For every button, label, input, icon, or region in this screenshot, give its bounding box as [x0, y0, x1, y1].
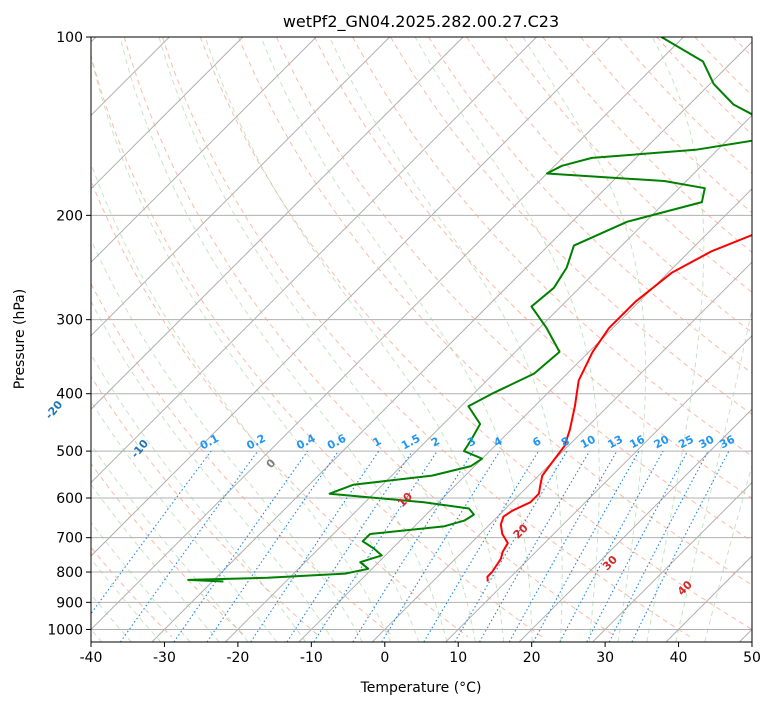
plot-frame: [90, 36, 753, 643]
dry-adiabat-line: [428, 37, 752, 374]
dry-adiabat-line: [199, 37, 752, 631]
isotherm-line: [91, 37, 317, 263]
dry-adiabat-line: [390, 37, 752, 415]
dry-adiabat-line: [314, 37, 752, 499]
moist-adiabats: [91, 37, 752, 642]
plot-background: [91, 37, 752, 642]
mixing-ratio-line: [559, 450, 664, 642]
dry-adiabat-line: [123, 37, 617, 638]
isotherm-line: [91, 37, 391, 337]
dry-adiabat-line: [91, 282, 395, 638]
y-tick-label: 200: [56, 208, 83, 224]
x-tick-label: 20: [523, 650, 541, 666]
y-axis: 100 200 300 400 500 600 700 800 900 1000: [47, 30, 91, 638]
y-tick-label: 900: [56, 595, 83, 611]
mixing-ratio-line: [508, 450, 618, 642]
mixing-ratio-line: [119, 450, 259, 642]
moist-adiabat-line: [91, 558, 162, 642]
y-tick-label: 400: [56, 387, 83, 403]
y-tick-label: 600: [56, 491, 83, 507]
mixing-ratio-label: 36: [717, 433, 737, 452]
x-tick-label: 10: [449, 650, 467, 666]
x-tick-label: -30: [153, 650, 176, 666]
isotherm-line: [91, 37, 684, 631]
moist-adiabat-line: [119, 37, 448, 642]
dry-adiabat-line: [352, 37, 752, 457]
moist-adiabat-line: [91, 353, 306, 642]
y-tick-label: 1000: [47, 622, 83, 638]
moist-adiabat-line: [91, 593, 132, 642]
x-axis: -40 -30 -20 -10 0 10 20 30 40 50: [80, 642, 761, 666]
x-axis-label: Temperature (°C): [360, 680, 482, 696]
mixing-ratio-line: [631, 450, 730, 642]
mixing-ratio-line: [250, 450, 380, 642]
x-tick-label: 40: [670, 650, 688, 666]
moist-adiabat-line: [91, 238, 363, 642]
y-tick-label: 500: [56, 444, 83, 460]
isotherm-line: [445, 334, 752, 642]
moist-adiabat-line: [675, 306, 752, 642]
moist-adiabat-line: [91, 443, 249, 642]
mixing-ratio-label: 13: [605, 433, 625, 452]
moist-adiabat-line: [91, 54, 420, 642]
x-tick-label: 0: [380, 650, 389, 666]
isotherm-line: [224, 114, 752, 642]
moist-adiabat-line: [704, 463, 752, 642]
mixing-ratio-label: 30: [697, 433, 717, 452]
dry-adiabat-line: [161, 37, 691, 638]
mixing-ratio-line: [91, 450, 212, 615]
y-tick-label: 300: [56, 313, 83, 329]
isotherm-line: [91, 37, 537, 484]
moist-adiabat-line: [91, 162, 392, 642]
isotherm-line: [91, 37, 244, 190]
moist-adiabat-line: [414, 37, 600, 642]
y-axis-label: Pressure (hPa): [12, 289, 28, 389]
x-tick-label: 50: [743, 650, 761, 666]
mixing-ratio-line: [173, 450, 309, 642]
x-tick-label: -40: [80, 650, 103, 666]
isotherm-line: [91, 37, 464, 410]
moist-adiabat-line: [646, 37, 705, 642]
mixing-ratio-label: 16: [627, 433, 647, 452]
chart-title: wetPf2_GN04.2025.282.00.27.C23: [283, 12, 559, 32]
x-tick-label: 30: [596, 650, 614, 666]
sounding-series: [187, 37, 752, 583]
dry-adiabat-line: [91, 53, 543, 638]
moist-adiabat-line: [260, 37, 533, 642]
moist-adiabat-line: [204, 37, 505, 642]
moist-adiabat-line: [91, 483, 220, 642]
mixing-ratio-line: [381, 450, 501, 642]
x-tick-label: -10: [300, 650, 323, 666]
y-tick-label: 800: [56, 565, 83, 581]
mixing-ratio-line: [286, 450, 413, 642]
mixing-ratio-line: [532, 450, 640, 642]
dry-adiabat-line: [237, 37, 752, 586]
mixing-ratio-label: 25: [676, 433, 696, 452]
dry-adiabat-line: [618, 37, 752, 175]
isotherm-line: [592, 481, 752, 642]
dry-adiabat-line: [771, 37, 775, 637]
moist-adiabat-line: [91, 400, 278, 642]
mixing-ratio-line: [352, 450, 474, 642]
gridlines: [91, 37, 752, 642]
moist-adiabat-line: [158, 37, 476, 642]
moist-adiabat-line: [91, 521, 191, 642]
isotherm-line: [151, 41, 752, 642]
x-tick-label: -20: [226, 650, 249, 666]
y-tick-label: 100: [56, 30, 83, 46]
temperature-profile-line: [486, 233, 752, 582]
isotherm-line: [371, 261, 752, 642]
mixing-ratio-label: 20: [652, 433, 672, 452]
mixing-ratio-label: 10: [578, 433, 598, 452]
moist-adiabat-line: [522, 37, 647, 642]
y-tick-label: 700: [56, 531, 83, 547]
mixing-ratio-line: [206, 450, 339, 642]
isotherm-line: [518, 408, 752, 642]
dry-adiabat-line: [276, 37, 752, 542]
isotherm-line: [91, 37, 611, 557]
dry-adiabat-line: [91, 179, 469, 638]
dewpoint-profile-line: [187, 37, 752, 583]
